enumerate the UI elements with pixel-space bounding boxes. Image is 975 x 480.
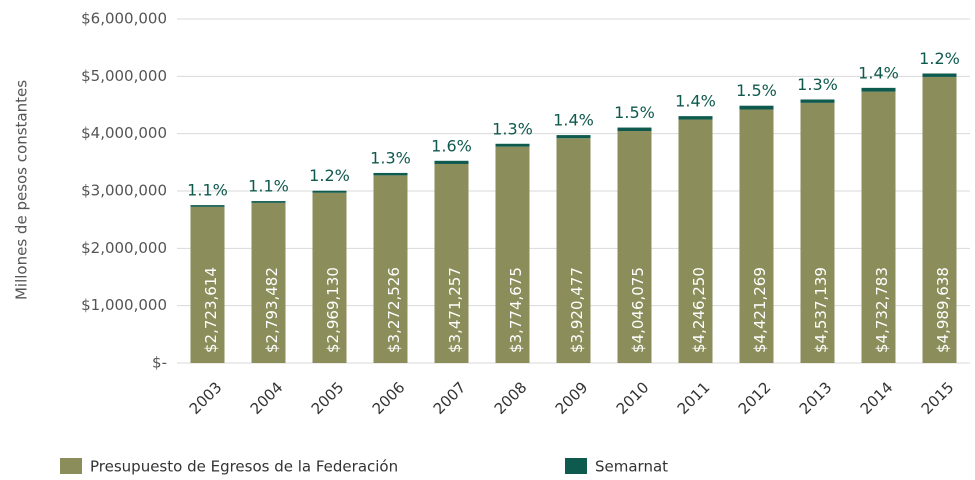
x-tick-label: 2003: [186, 378, 226, 418]
bar-segment: [678, 116, 713, 120]
bar-segment: [495, 143, 530, 147]
share-label: 1.5%: [614, 103, 655, 122]
y-tick-label: $2,000,000: [81, 239, 167, 257]
bar-segment: [190, 206, 225, 363]
bar-value-label: $2,723,614: [202, 267, 220, 353]
legend-label: Semarnat: [595, 458, 668, 476]
x-tick-label: 2012: [735, 378, 775, 418]
bar-segment: [556, 138, 591, 363]
bar-value-label: $4,246,250: [690, 267, 708, 353]
bar-segment: [251, 202, 286, 363]
bar-value-label: $3,272,526: [385, 267, 403, 353]
bar-segment: [434, 163, 469, 363]
bar-segment: [922, 76, 957, 363]
x-tick-label: 2014: [857, 378, 897, 418]
legend-label: Presupuesto de Egresos de la Federación: [90, 458, 398, 476]
share-label: 1.1%: [248, 177, 289, 196]
bar-value-label: $4,732,783: [873, 267, 891, 353]
bar-segment: [617, 127, 652, 132]
legend-swatch: [60, 458, 82, 474]
bar-segment: [373, 175, 408, 363]
share-label: 1.6%: [431, 136, 472, 155]
bar-segment: [861, 91, 896, 363]
y-tick-label: $5,000,000: [81, 67, 167, 85]
bar-segment: [800, 102, 835, 363]
share-label: 1.2%: [309, 166, 350, 185]
x-tick-label: 2010: [613, 378, 653, 418]
share-label: 1.3%: [797, 75, 838, 94]
legend-swatch: [565, 458, 587, 474]
bar-value-label: $3,774,675: [507, 267, 525, 353]
share-label: 1.1%: [187, 181, 228, 200]
x-tick-label: 2013: [796, 378, 836, 418]
x-tick-label: 2007: [430, 378, 470, 418]
bar-segment: [739, 109, 774, 363]
y-tick-label: $6,000,000: [81, 10, 167, 28]
bar-value-label: $2,969,130: [324, 267, 342, 353]
bar-value-label: $3,920,477: [568, 267, 586, 353]
y-tick-label: $1,000,000: [81, 296, 167, 314]
bar-segment: [861, 87, 896, 92]
bar-segment: [617, 131, 652, 363]
y-tick-label: $-: [152, 354, 167, 372]
bar-value-label: $4,046,075: [629, 267, 647, 353]
bar-segment: [495, 146, 530, 363]
bar-segment: [312, 192, 347, 363]
bar-segment: [556, 135, 591, 139]
bar-segment: [922, 73, 957, 77]
share-label: 1.3%: [370, 148, 411, 167]
bar-segment: [739, 105, 774, 110]
bar-segment: [434, 160, 469, 164]
x-tick-label: 2011: [674, 378, 714, 418]
y-tick-label: $3,000,000: [81, 182, 167, 200]
share-label: 1.4%: [858, 63, 899, 82]
y-axis-label: Millones de pesos constantes: [13, 80, 31, 300]
bar-value-label: $4,421,269: [751, 267, 769, 353]
bar-value-label: $4,537,139: [812, 267, 830, 353]
bar-value-label: $4,989,638: [934, 267, 952, 353]
share-label: 1.4%: [675, 92, 716, 111]
share-label: 1.4%: [553, 111, 594, 130]
x-tick-label: 2015: [918, 378, 958, 418]
bar-segment: [312, 190, 347, 193]
bar-segment: [190, 205, 225, 207]
bar-segment: [251, 201, 286, 203]
share-label: 1.3%: [492, 119, 533, 138]
x-tick-label: 2005: [308, 378, 348, 418]
bar-segment: [373, 172, 408, 176]
share-label: 1.2%: [919, 49, 960, 68]
bar-segment: [800, 99, 835, 103]
bar-value-label: $3,471,257: [446, 267, 464, 353]
x-tick-label: 2008: [491, 378, 531, 418]
x-tick-label: 2006: [369, 378, 409, 418]
bar-segment: [678, 119, 713, 363]
share-label: 1.5%: [736, 81, 777, 100]
bar-value-label: $2,793,482: [263, 267, 281, 353]
x-tick-label: 2004: [247, 378, 287, 418]
x-tick-label: 2009: [552, 378, 592, 418]
y-tick-label: $4,000,000: [81, 124, 167, 142]
